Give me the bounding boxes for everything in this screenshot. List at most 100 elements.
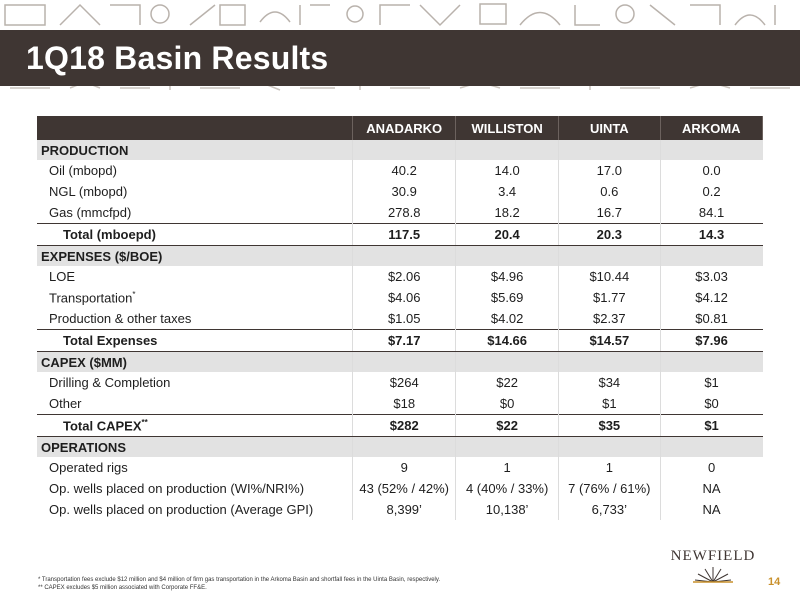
- section-title: EXPENSES ($/BOE): [37, 245, 353, 266]
- value-cell: $1: [659, 414, 763, 437]
- section-spacer-cell: [455, 245, 559, 266]
- section-spacer-cell: [352, 245, 456, 266]
- page-number: 14: [768, 576, 781, 588]
- row-label-cell: Op. wells placed on production (WI%/NRI%…: [37, 478, 353, 499]
- value-cell: 20.3: [558, 223, 661, 246]
- value-cell: $4.12: [659, 287, 763, 308]
- footnote-marker: **: [141, 417, 148, 427]
- value-cell: $0: [455, 393, 559, 415]
- value-cell: 16.7: [558, 202, 661, 224]
- section-spacer-cell: [455, 436, 559, 457]
- row-label: Drilling & Completion: [49, 375, 171, 390]
- value-cell: 84.1: [659, 202, 763, 224]
- row-label-cell: Other: [37, 393, 353, 415]
- table-body: PRODUCTION Oil (mbopd) 40.2 14.0 17.0 0.0 NGL …: [37, 140, 763, 520]
- sunburst-logo-icon: [693, 567, 733, 583]
- value-cell: 20.4: [455, 223, 559, 246]
- row-label: LOE: [49, 269, 76, 284]
- section-spacer-cell: [352, 351, 456, 372]
- column-header: ANADARKO: [352, 116, 457, 140]
- section-spacer-cell: [659, 351, 763, 372]
- value-cell: $4.96: [455, 266, 559, 287]
- value-cell: $0.81: [659, 308, 763, 330]
- row-label: Op. wells placed on production (WI%/NRI%…: [49, 481, 305, 496]
- value-cell: NA: [659, 499, 763, 520]
- value-cell: $0: [659, 393, 763, 415]
- section-row: PRODUCTION: [37, 140, 763, 160]
- value-cell: 40.2: [352, 160, 456, 181]
- row-label-cell: Total CAPEX**: [37, 414, 353, 437]
- row-label: NGL (mbopd): [49, 184, 128, 199]
- row-label-cell: Oil (mbopd): [37, 160, 353, 181]
- value-cell: $264: [352, 372, 456, 393]
- section-spacer-cell: [558, 245, 661, 266]
- value-cell: 3.4: [455, 181, 559, 202]
- value-cell: 9: [352, 457, 456, 478]
- newfield-logo: NEWFIELD: [660, 548, 766, 588]
- section-spacer-cell: [659, 140, 763, 160]
- row-label: Gas (mmcfpd): [49, 205, 132, 220]
- value-cell: $14.57: [558, 329, 661, 352]
- footnote-marker: *: [132, 289, 136, 299]
- section-spacer-cell: [659, 436, 763, 457]
- table-row: Operated rigs 9 1 1 0: [37, 457, 763, 478]
- row-label-cell: Production & other taxes: [37, 308, 353, 330]
- row-label-cell: Total (mboepd): [37, 223, 353, 246]
- value-cell: 1: [455, 457, 559, 478]
- value-cell: 4 (40% / 33%): [455, 478, 559, 499]
- section-spacer-cell: [558, 140, 661, 160]
- row-label-cell: Total Expenses: [37, 329, 353, 352]
- row-label: Oil (mbopd): [49, 163, 117, 178]
- row-label: Total (mboepd): [63, 227, 156, 242]
- table-row: Other $18 $0 $1 $0: [37, 393, 763, 415]
- row-label: Operated rigs: [49, 460, 128, 475]
- value-cell: 0.2: [659, 181, 763, 202]
- logo-text: NEWFIELD: [670, 548, 756, 564]
- value-cell: 8,399’: [352, 499, 456, 520]
- section-row: CAPEX ($MM): [37, 351, 763, 372]
- row-label: Total CAPEX: [63, 418, 142, 434]
- section-spacer-cell: [659, 245, 763, 266]
- value-cell: $1: [659, 372, 763, 393]
- row-label-cell: Gas (mmcfpd): [37, 202, 353, 224]
- row-label-cell: NGL (mbopd): [37, 181, 353, 202]
- section-spacer-cell: [558, 436, 661, 457]
- value-cell: 14.3: [659, 223, 763, 246]
- value-cell: 0: [659, 457, 763, 478]
- column-header: UINTA: [558, 116, 661, 140]
- value-cell: 278.8: [352, 202, 456, 224]
- section-spacer-cell: [455, 140, 559, 160]
- row-label-cell: Drilling & Completion: [37, 372, 353, 393]
- row-label: Other: [49, 396, 82, 411]
- table-row: LOE $2.06 $4.96 $10.44 $3.03: [37, 266, 763, 287]
- value-cell: $7.96: [659, 329, 763, 352]
- value-cell: $35: [558, 414, 661, 437]
- value-cell: 43 (52% / 42%): [352, 478, 456, 499]
- table-row: Gas (mmcfpd) 278.8 18.2 16.7 84.1: [37, 202, 763, 224]
- value-cell: $10.44: [558, 266, 661, 287]
- value-cell: 17.0: [558, 160, 661, 181]
- footnotes: * Transportation fees exclude $12 millio…: [38, 576, 440, 592]
- table-row: Op. wells placed on production (WI%/NRI%…: [37, 478, 763, 499]
- value-cell: $34: [558, 372, 661, 393]
- value-cell: 7 (76% / 61%): [558, 478, 661, 499]
- value-cell: $282: [352, 414, 456, 437]
- section-spacer-cell: [352, 140, 456, 160]
- value-cell: 30.9: [352, 181, 456, 202]
- footnote: * Transportation fees exclude $12 millio…: [38, 577, 441, 583]
- title-bar: [0, 30, 800, 86]
- column-header: WILLISTON: [455, 116, 560, 140]
- value-cell: 10,138’: [455, 499, 559, 520]
- value-cell: 0.6: [558, 181, 661, 202]
- section-spacer-cell: [558, 351, 661, 372]
- row-label-cell: Operated rigs: [37, 457, 353, 478]
- footnote: ** CAPEX excludes $5 million associated …: [38, 585, 207, 591]
- value-cell: $22: [455, 414, 559, 437]
- value-cell: 0.0: [659, 160, 763, 181]
- column-header: ARKOMA: [660, 116, 764, 140]
- value-cell: 6,733’: [558, 499, 661, 520]
- value-cell: $1.05: [352, 308, 456, 330]
- section-title: PRODUCTION: [37, 140, 353, 160]
- section-spacer-cell: [455, 351, 559, 372]
- value-cell: $1: [558, 393, 661, 415]
